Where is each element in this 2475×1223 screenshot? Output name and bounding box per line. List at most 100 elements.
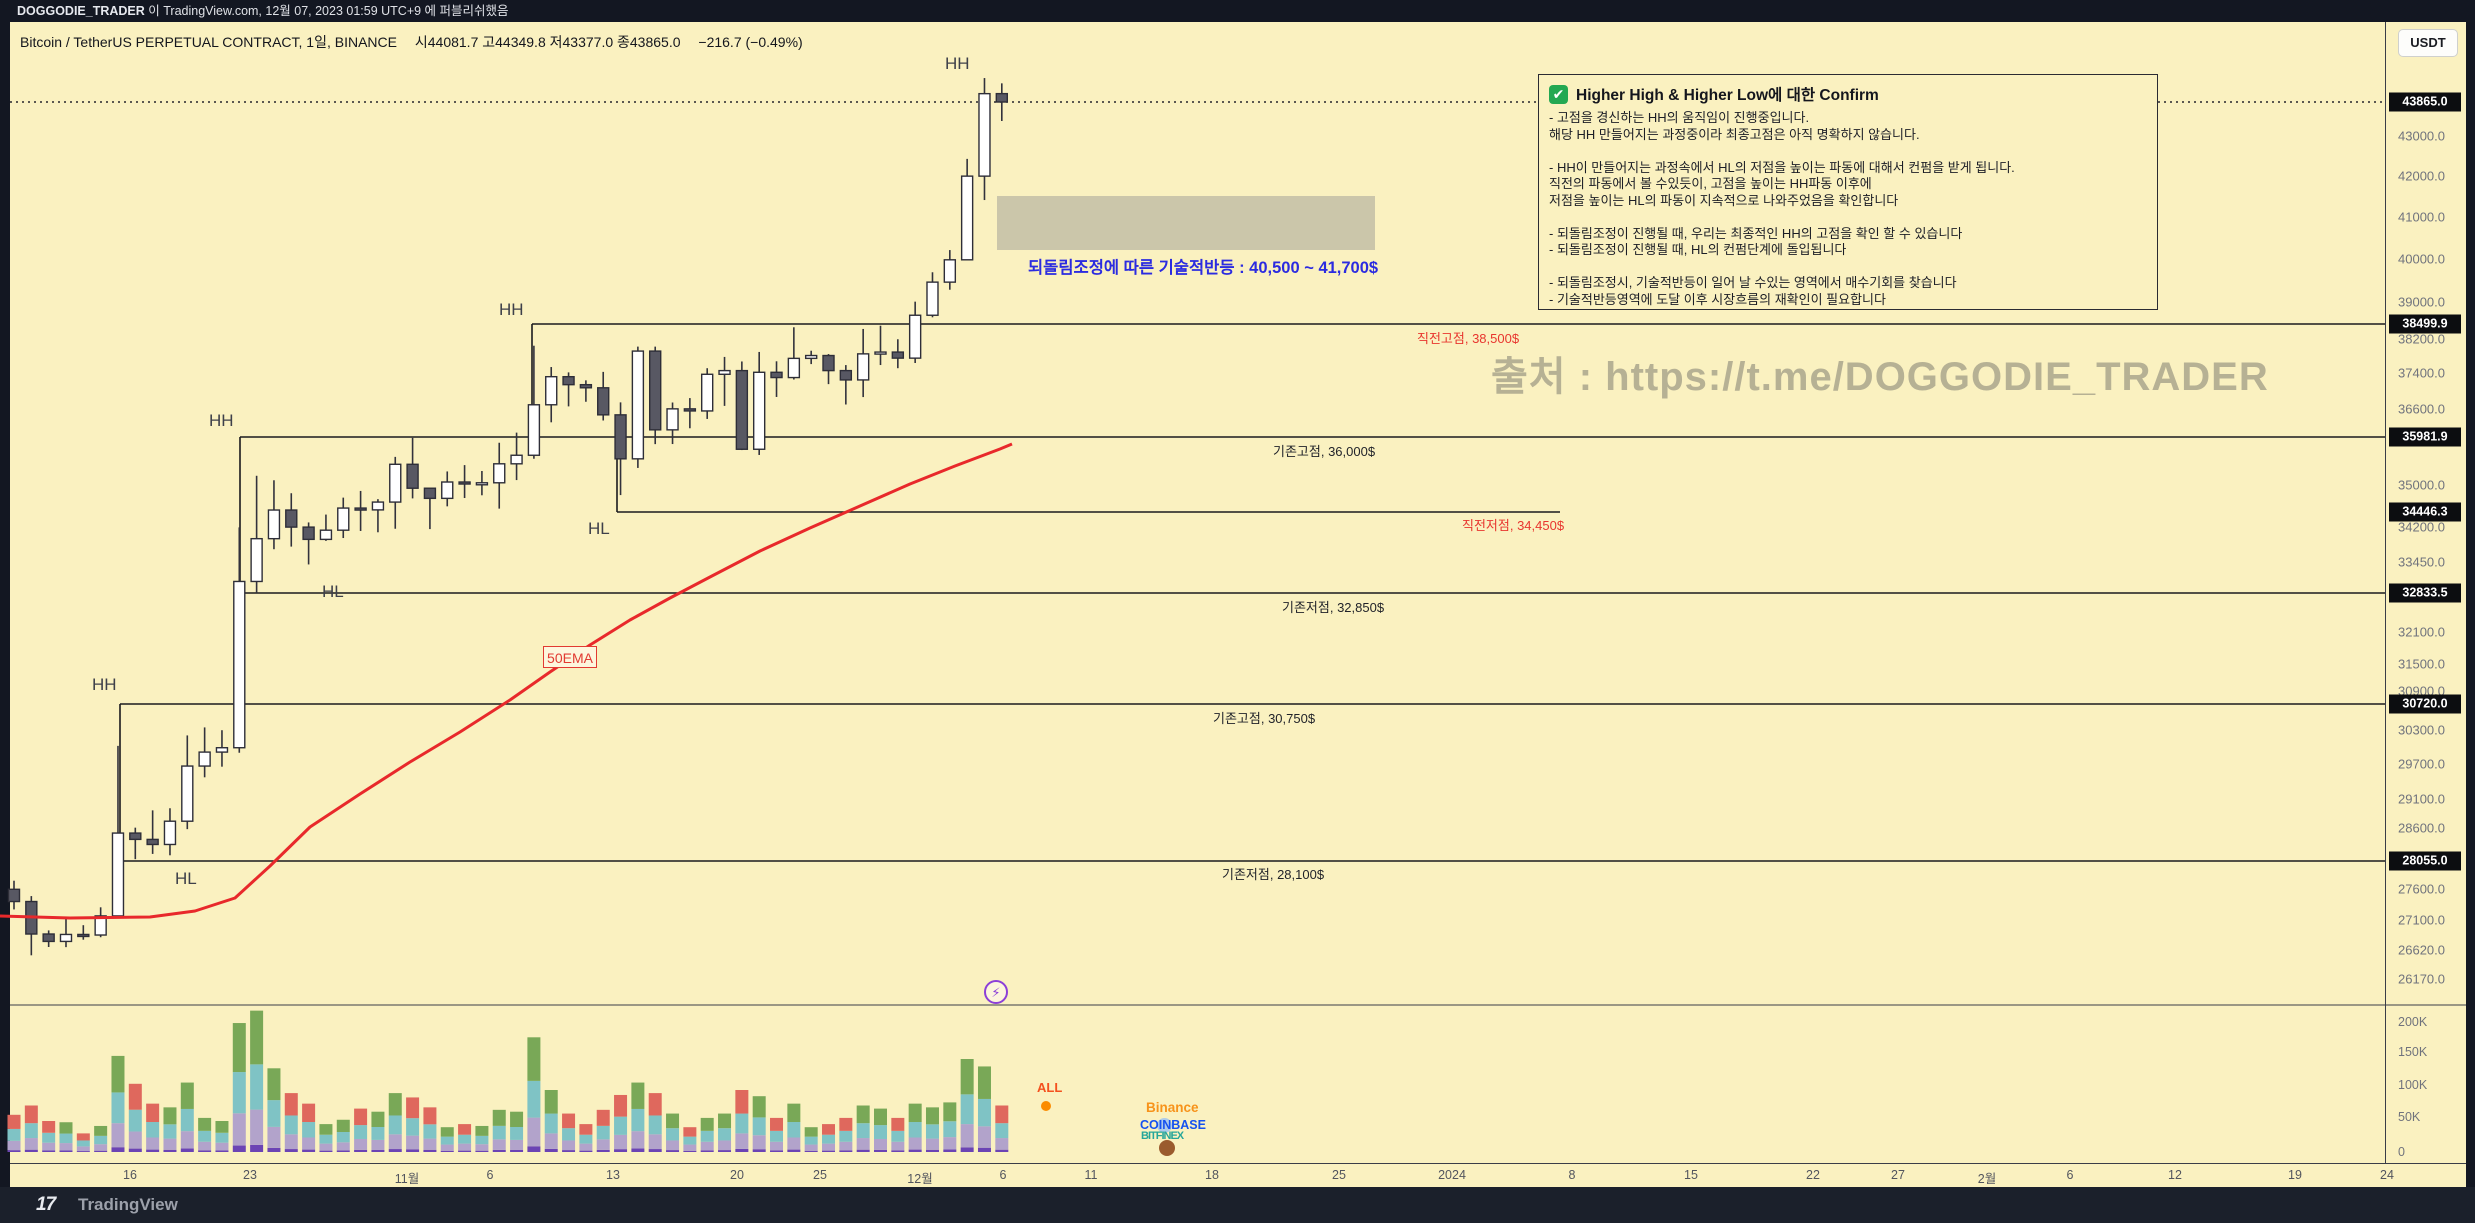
- volume-source-coinbase-label[interactable]: COINBASE: [1140, 1118, 1206, 1132]
- publisher-name: DOGGODIE_TRADER: [17, 4, 145, 18]
- volume-source-all-label[interactable]: ALL: [1037, 1080, 1063, 1095]
- time-tick-label: 18: [1205, 1168, 1219, 1182]
- price-axis[interactable]: USDT 43000.0 42000.0 41000.0 40000.0 39000.0…: [2385, 22, 2467, 1163]
- price-tick-label: 43000.0: [2398, 128, 2445, 144]
- lightning-badge-icon[interactable]: ⚡: [984, 980, 1008, 1004]
- currency-button[interactable]: USDT: [2398, 29, 2458, 57]
- time-tick-label: 24: [2380, 1168, 2394, 1182]
- volume-tick-label: 50K: [2398, 1110, 2421, 1124]
- candlestick-layer[interactable]: [7, 78, 1009, 956]
- time-tick-label: 25: [813, 1168, 827, 1182]
- symbol-ohlc: 시44081.7 고44349.8 저43377.0 종43865.0: [414, 34, 681, 50]
- volume-source-binance-label[interactable]: Binance: [1146, 1100, 1199, 1115]
- symbol-info-bar[interactable]: Bitcoin / TetherUS PERPETUAL CONTRACT, 1…: [20, 32, 817, 52]
- level-label[interactable]: 기존저점, 32,850$: [1282, 600, 1385, 615]
- level-label[interactable]: 직전저점, 34,450$: [1462, 518, 1565, 533]
- time-tick-label: 11: [1084, 1168, 1098, 1182]
- volume-tick-label: 150K: [2398, 1045, 2428, 1059]
- svg-text:⚡: ⚡: [991, 985, 1000, 1000]
- price-tag: 34446.3: [2389, 502, 2461, 522]
- symbol-title[interactable]: Bitcoin / TetherUS PERPETUAL CONTRACT, 1…: [20, 34, 397, 50]
- volume-tick-label: 0: [2398, 1145, 2405, 1159]
- price-tag: 43865.0: [2389, 92, 2461, 112]
- check-icon: ✔: [1549, 84, 1568, 104]
- price-tick-label: 36600.0: [2398, 401, 2445, 417]
- level-label[interactable]: 기존고점, 36,000$: [1273, 444, 1376, 459]
- time-tick-label: 22: [1806, 1168, 1820, 1182]
- price-tick-label: 27100.0: [2398, 912, 2445, 928]
- time-tick-label: 8: [1568, 1168, 1576, 1182]
- volume-layer[interactable]: [7, 1010, 1009, 1152]
- price-tag: 28055.0: [2389, 851, 2461, 871]
- time-tick-label: 2024: [1438, 1168, 1466, 1182]
- ema-label[interactable]: 50EMA: [543, 646, 597, 668]
- price-tick-label: 26620.0: [2398, 942, 2445, 958]
- tradingview-logo-icon[interactable]: 17: [36, 1194, 56, 1215]
- level-label[interactable]: 직전고점, 38,500$: [1417, 331, 1520, 346]
- price-tick-label: 39000.0: [2398, 294, 2445, 310]
- price-tick-label: 28600.0: [2398, 820, 2445, 836]
- footer-bar: 17 TradingView: [0, 1187, 2475, 1223]
- price-tick-label: 41000.0: [2398, 209, 2445, 225]
- note-body: - 고점을 경신하는 HH의 움직임이 진행중입니다. 해당 HH 만들어지는 …: [1549, 110, 2015, 307]
- swing-label: HL: [588, 519, 610, 538]
- price-tick-label: 27600.0: [2398, 881, 2445, 897]
- price-tick-label: 35000.0: [2398, 477, 2445, 493]
- level-label[interactable]: 기존저점, 28,100$: [1222, 867, 1325, 882]
- ema-line[interactable]: [0, 442, 1013, 920]
- price-tick-label: 38200.0: [2398, 331, 2445, 347]
- price-tick-label: 31500.0: [2398, 656, 2445, 672]
- watermark: 출처 : https://t.me/DOGGODIE_TRADER: [1491, 355, 2269, 399]
- time-tick-label: 13: [606, 1168, 620, 1182]
- tradingview-brand[interactable]: TradingView: [78, 1195, 178, 1214]
- time-tick-label: 6: [999, 1168, 1007, 1182]
- volume-tick-label: 200K: [2398, 1015, 2428, 1029]
- time-tick-label: 25: [1332, 1168, 1346, 1182]
- price-tick-label: 26170.0: [2398, 971, 2445, 987]
- price-tag: 35981.9: [2389, 427, 2461, 447]
- time-tick-label: 27: [1891, 1168, 1905, 1182]
- price-tick-label: 29700.0: [2398, 756, 2445, 772]
- time-axis[interactable]: 16 23 11월 6 13 20 25 12월 6 11 18 25 2024 8 15 22 27 2월 6 12…: [10, 1163, 2466, 1188]
- price-tick-label: 29100.0: [2398, 791, 2445, 807]
- swing-label: HH: [499, 300, 524, 319]
- volume-tick-label: 100K: [2398, 1078, 2428, 1092]
- level-lines[interactable]: [119, 323, 2385, 862]
- price-tick-label: 32100.0: [2398, 624, 2445, 640]
- time-tick-label: 11월: [394, 1172, 420, 1186]
- time-tick-label: 19: [2288, 1168, 2302, 1182]
- price-tick-label: 33450.0: [2398, 554, 2445, 570]
- price-tag: 32833.5: [2389, 583, 2461, 603]
- time-tick-label: 2월: [1977, 1172, 1997, 1186]
- time-tick-label: 23: [243, 1168, 257, 1182]
- swing-label: HH: [945, 54, 970, 73]
- coinbase-dot-icon: [1157, 1118, 1172, 1133]
- rebound-zone[interactable]: [997, 196, 1375, 250]
- price-tag: 38499.9: [2389, 314, 2461, 334]
- time-tick-label: 6: [486, 1168, 494, 1182]
- time-tick-label: 12월: [907, 1172, 933, 1186]
- level-label[interactable]: 기존고점, 30,750$: [1213, 711, 1316, 726]
- time-tick-label: 20: [730, 1168, 744, 1182]
- symbol-change: −216.7 (−0.49%): [698, 34, 803, 50]
- swing-label: HH: [92, 675, 117, 694]
- publish-bar: DOGGODIE_TRADER 이 TradingView.com, 12월 0…: [0, 0, 2475, 22]
- price-tick-label: 34200.0: [2398, 519, 2445, 535]
- price-tick-label: 30300.0: [2398, 722, 2445, 738]
- note-box[interactable]: ✔ Higher High & Higher Low에 대한 Confirm -…: [1538, 74, 2158, 310]
- volume-source-bitfinex-label[interactable]: BITFINEX: [1141, 1130, 1184, 1142]
- time-tick-label: 12: [2168, 1168, 2182, 1182]
- rebound-zone-label[interactable]: 되돌림조정에 따른 기술적반등 : 40,500 ~ 41,700$: [1028, 259, 1379, 277]
- swing-label: HL: [175, 869, 197, 888]
- time-tick-label: 15: [1684, 1168, 1698, 1182]
- price-tick-label: 37400.0: [2398, 365, 2445, 381]
- note-title: Higher High & Higher Low에 대한 Confirm: [1576, 87, 1879, 104]
- swing-label: HL: [322, 582, 344, 601]
- note-title-row: ✔ Higher High & Higher Low에 대한 Confirm: [1549, 82, 2147, 106]
- swing-label: HH: [209, 411, 234, 430]
- bitfinex-dot-icon: [1159, 1140, 1175, 1156]
- time-tick-label: 6: [2066, 1168, 2074, 1182]
- time-tick-label: 16: [123, 1168, 137, 1182]
